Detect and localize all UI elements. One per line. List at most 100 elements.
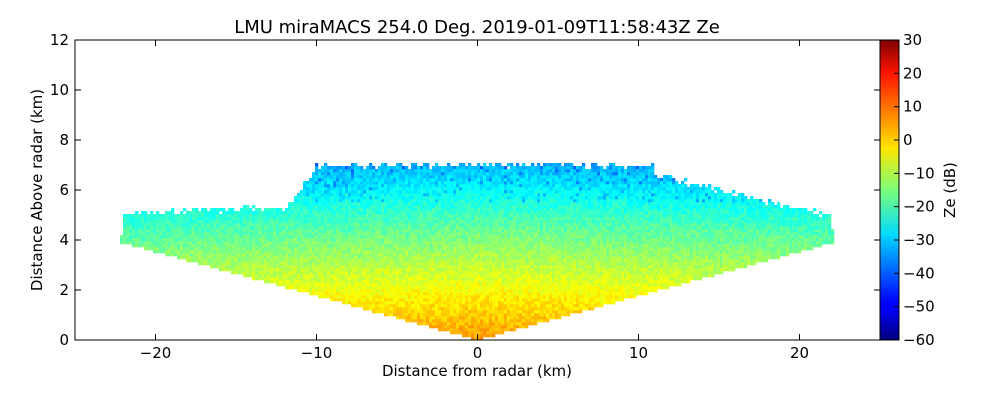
echo-cell <box>696 232 700 236</box>
echo-cell <box>507 244 511 248</box>
echo-cell <box>216 232 220 236</box>
echo-cell <box>588 247 592 251</box>
echo-cell <box>210 244 214 248</box>
echo-cell <box>321 280 325 284</box>
echo-cell <box>387 247 391 251</box>
echo-cell <box>738 262 742 266</box>
echo-cell <box>681 250 685 254</box>
echo-cell <box>528 277 532 281</box>
echo-cell <box>528 301 532 305</box>
echo-cell <box>540 307 544 311</box>
echo-cell <box>585 247 589 251</box>
echo-cell <box>492 319 496 323</box>
echo-cell <box>492 247 496 251</box>
echo-cell <box>570 295 574 299</box>
echo-cell <box>477 256 481 260</box>
echo-cell <box>561 232 565 236</box>
echo-cell <box>453 298 457 302</box>
echo-cell <box>543 247 547 251</box>
echo-cell <box>708 268 712 272</box>
echo-cell <box>321 262 325 266</box>
echo-cell <box>513 295 517 299</box>
echo-cell <box>282 271 286 275</box>
echo-cell <box>606 283 610 287</box>
echo-cell <box>336 283 340 287</box>
echo-cell <box>552 250 556 254</box>
echo-cell <box>303 235 307 239</box>
echo-cell <box>351 271 355 275</box>
echo-cell <box>147 244 151 248</box>
echo-cell <box>618 244 622 248</box>
echo-cell <box>645 292 649 296</box>
echo-cell <box>384 313 388 317</box>
echo-cell <box>210 247 214 251</box>
echo-cell <box>555 310 559 314</box>
echo-cell <box>630 262 634 266</box>
echo-cell <box>471 325 475 329</box>
echo-cell <box>441 262 445 266</box>
echo-cell <box>273 247 277 251</box>
echo-cell <box>606 241 610 245</box>
echo-cell <box>327 250 331 254</box>
echo-cell <box>327 244 331 248</box>
echo-cell <box>477 253 481 257</box>
echo-cell <box>537 268 541 272</box>
echo-cell <box>663 256 667 260</box>
echo-cell <box>252 250 256 254</box>
echo-cell <box>585 268 589 272</box>
echo-cell <box>705 265 709 269</box>
echo-cell <box>645 229 649 233</box>
echo-cell <box>549 259 553 263</box>
echo-cell <box>714 262 718 266</box>
echo-cell <box>330 262 334 266</box>
echo-cell <box>519 250 523 254</box>
echo-cell <box>513 235 517 239</box>
echo-cell <box>654 283 658 287</box>
echo-cell <box>324 283 328 287</box>
echo-cell <box>537 256 541 260</box>
echo-cell <box>522 259 526 263</box>
echo-cell <box>204 247 208 251</box>
echo-cell <box>219 253 223 257</box>
echo-cell <box>156 226 160 230</box>
echo-cell <box>393 286 397 290</box>
echo-cell <box>339 295 343 299</box>
echo-cell <box>405 304 409 308</box>
echo-cell <box>528 244 532 248</box>
echo-cell <box>510 283 514 287</box>
echo-cell <box>531 250 535 254</box>
echo-cell <box>363 253 367 257</box>
echo-cell <box>396 277 400 281</box>
echo-cell <box>801 232 805 236</box>
echo-cell <box>552 274 556 278</box>
echo-cell <box>444 250 448 254</box>
echo-cell <box>516 271 520 275</box>
echo-cell <box>354 265 358 269</box>
echo-cell <box>648 274 652 278</box>
echo-cell <box>456 271 460 275</box>
echo-cell <box>600 286 604 290</box>
echo-cell <box>633 268 637 272</box>
echo-cell <box>528 256 532 260</box>
echo-cell <box>669 232 673 236</box>
echo-cell <box>573 229 577 233</box>
echo-cell <box>336 262 340 266</box>
echo-cell <box>312 268 316 272</box>
echo-cell <box>315 292 319 296</box>
echo-cell <box>786 241 790 245</box>
echo-cell <box>519 289 523 293</box>
echo-cell <box>753 244 757 248</box>
echo-cell <box>408 250 412 254</box>
echo-cell <box>486 232 490 236</box>
echo-cell <box>801 238 805 242</box>
echo-cell <box>675 259 679 263</box>
echo-cell <box>561 292 565 296</box>
echo-cell <box>300 256 304 260</box>
echo-cell <box>420 253 424 257</box>
echo-cell <box>561 271 565 275</box>
echo-cell <box>483 253 487 257</box>
echo-cell <box>534 268 538 272</box>
echo-cell <box>237 229 241 233</box>
echo-cell <box>603 253 607 257</box>
echo-cell <box>666 280 670 284</box>
